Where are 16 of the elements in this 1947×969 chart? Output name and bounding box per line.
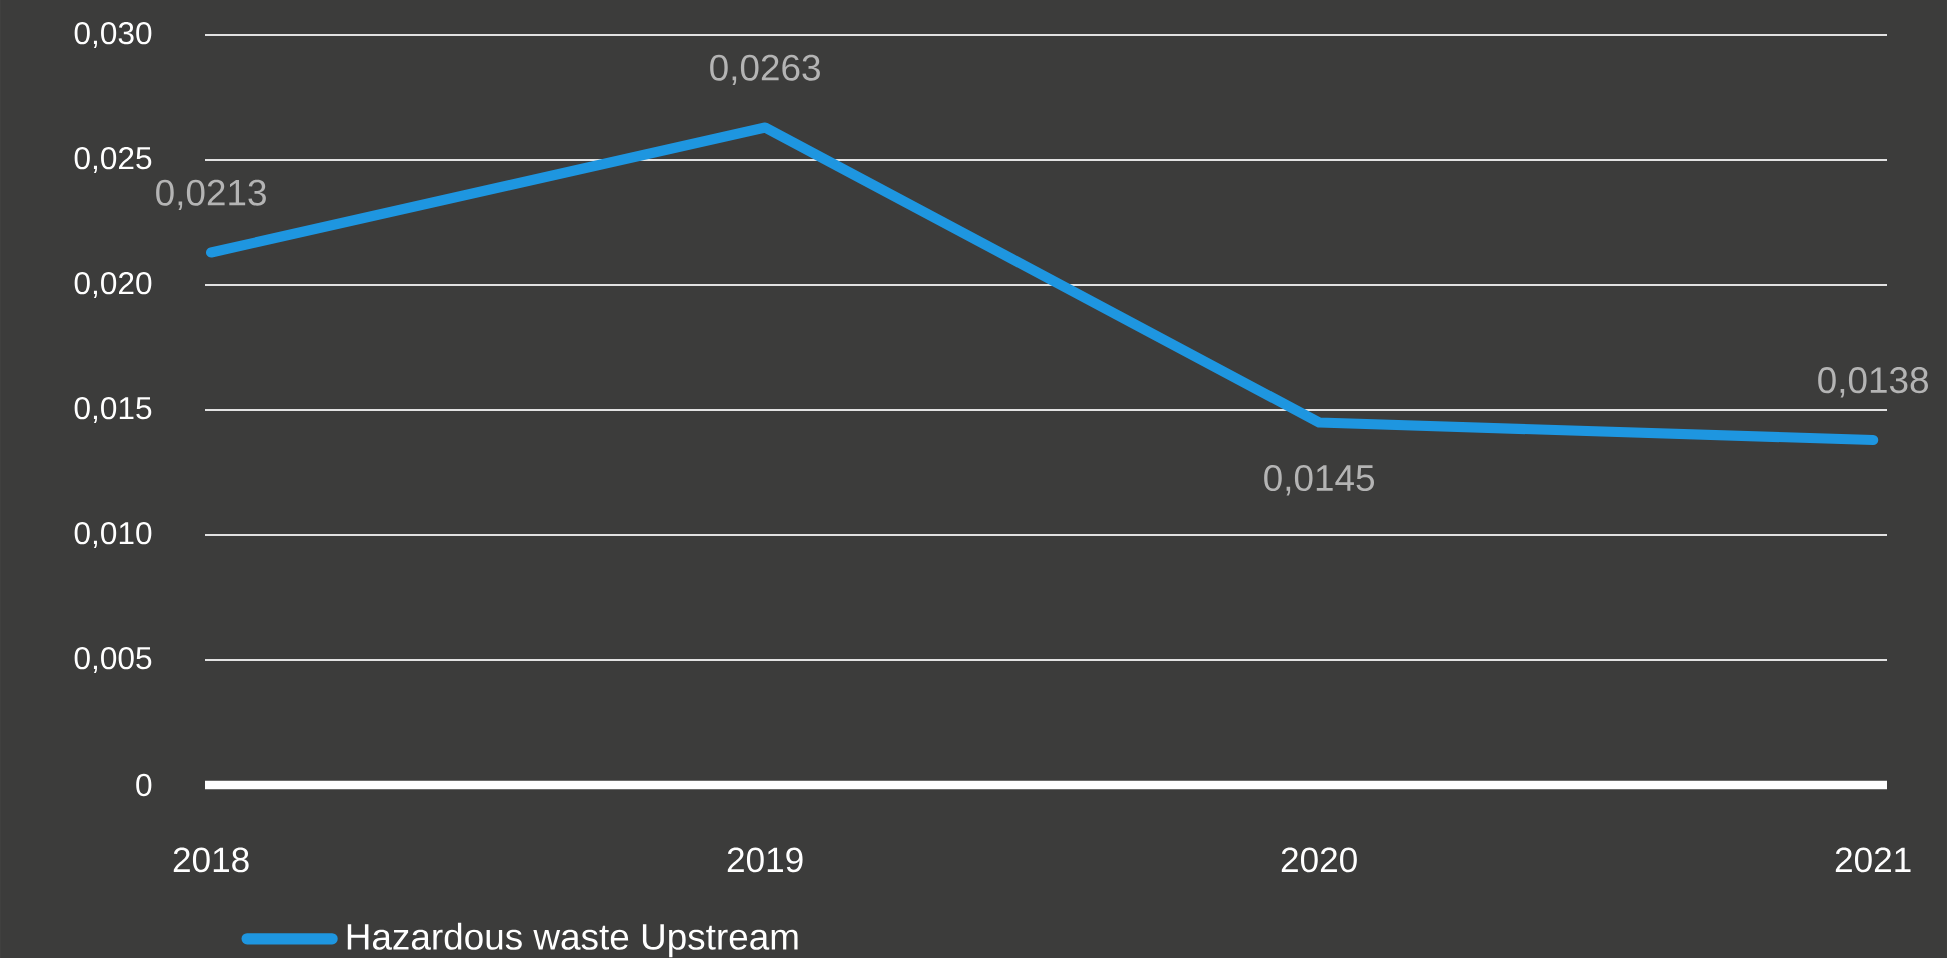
data-label: 0,0213 [156,179,266,211]
x-tick-label: 2018 [173,847,249,873]
y-tick-label: 0,020 [74,272,152,299]
data-label: 0,0263 [710,54,820,86]
y-tick-label: 0,005 [74,647,152,674]
y-tick-label: 0,030 [74,22,152,49]
data-label: 0,0145 [1264,465,1374,496]
x-tick-label: 2020 [1281,847,1357,873]
x-tick-label: 2021 [1835,847,1911,873]
y-tick-label: 0,010 [74,522,152,549]
data-label: 0,0138 [1818,367,1928,398]
x-tick-label: 2019 [727,847,803,873]
y-tick-label: 0,025 [74,147,152,174]
y-tick-label: 0 [136,773,152,797]
y-tick-label: 0,015 [74,397,152,424]
legend-label: Hazardous waste Upstream [347,922,798,958]
